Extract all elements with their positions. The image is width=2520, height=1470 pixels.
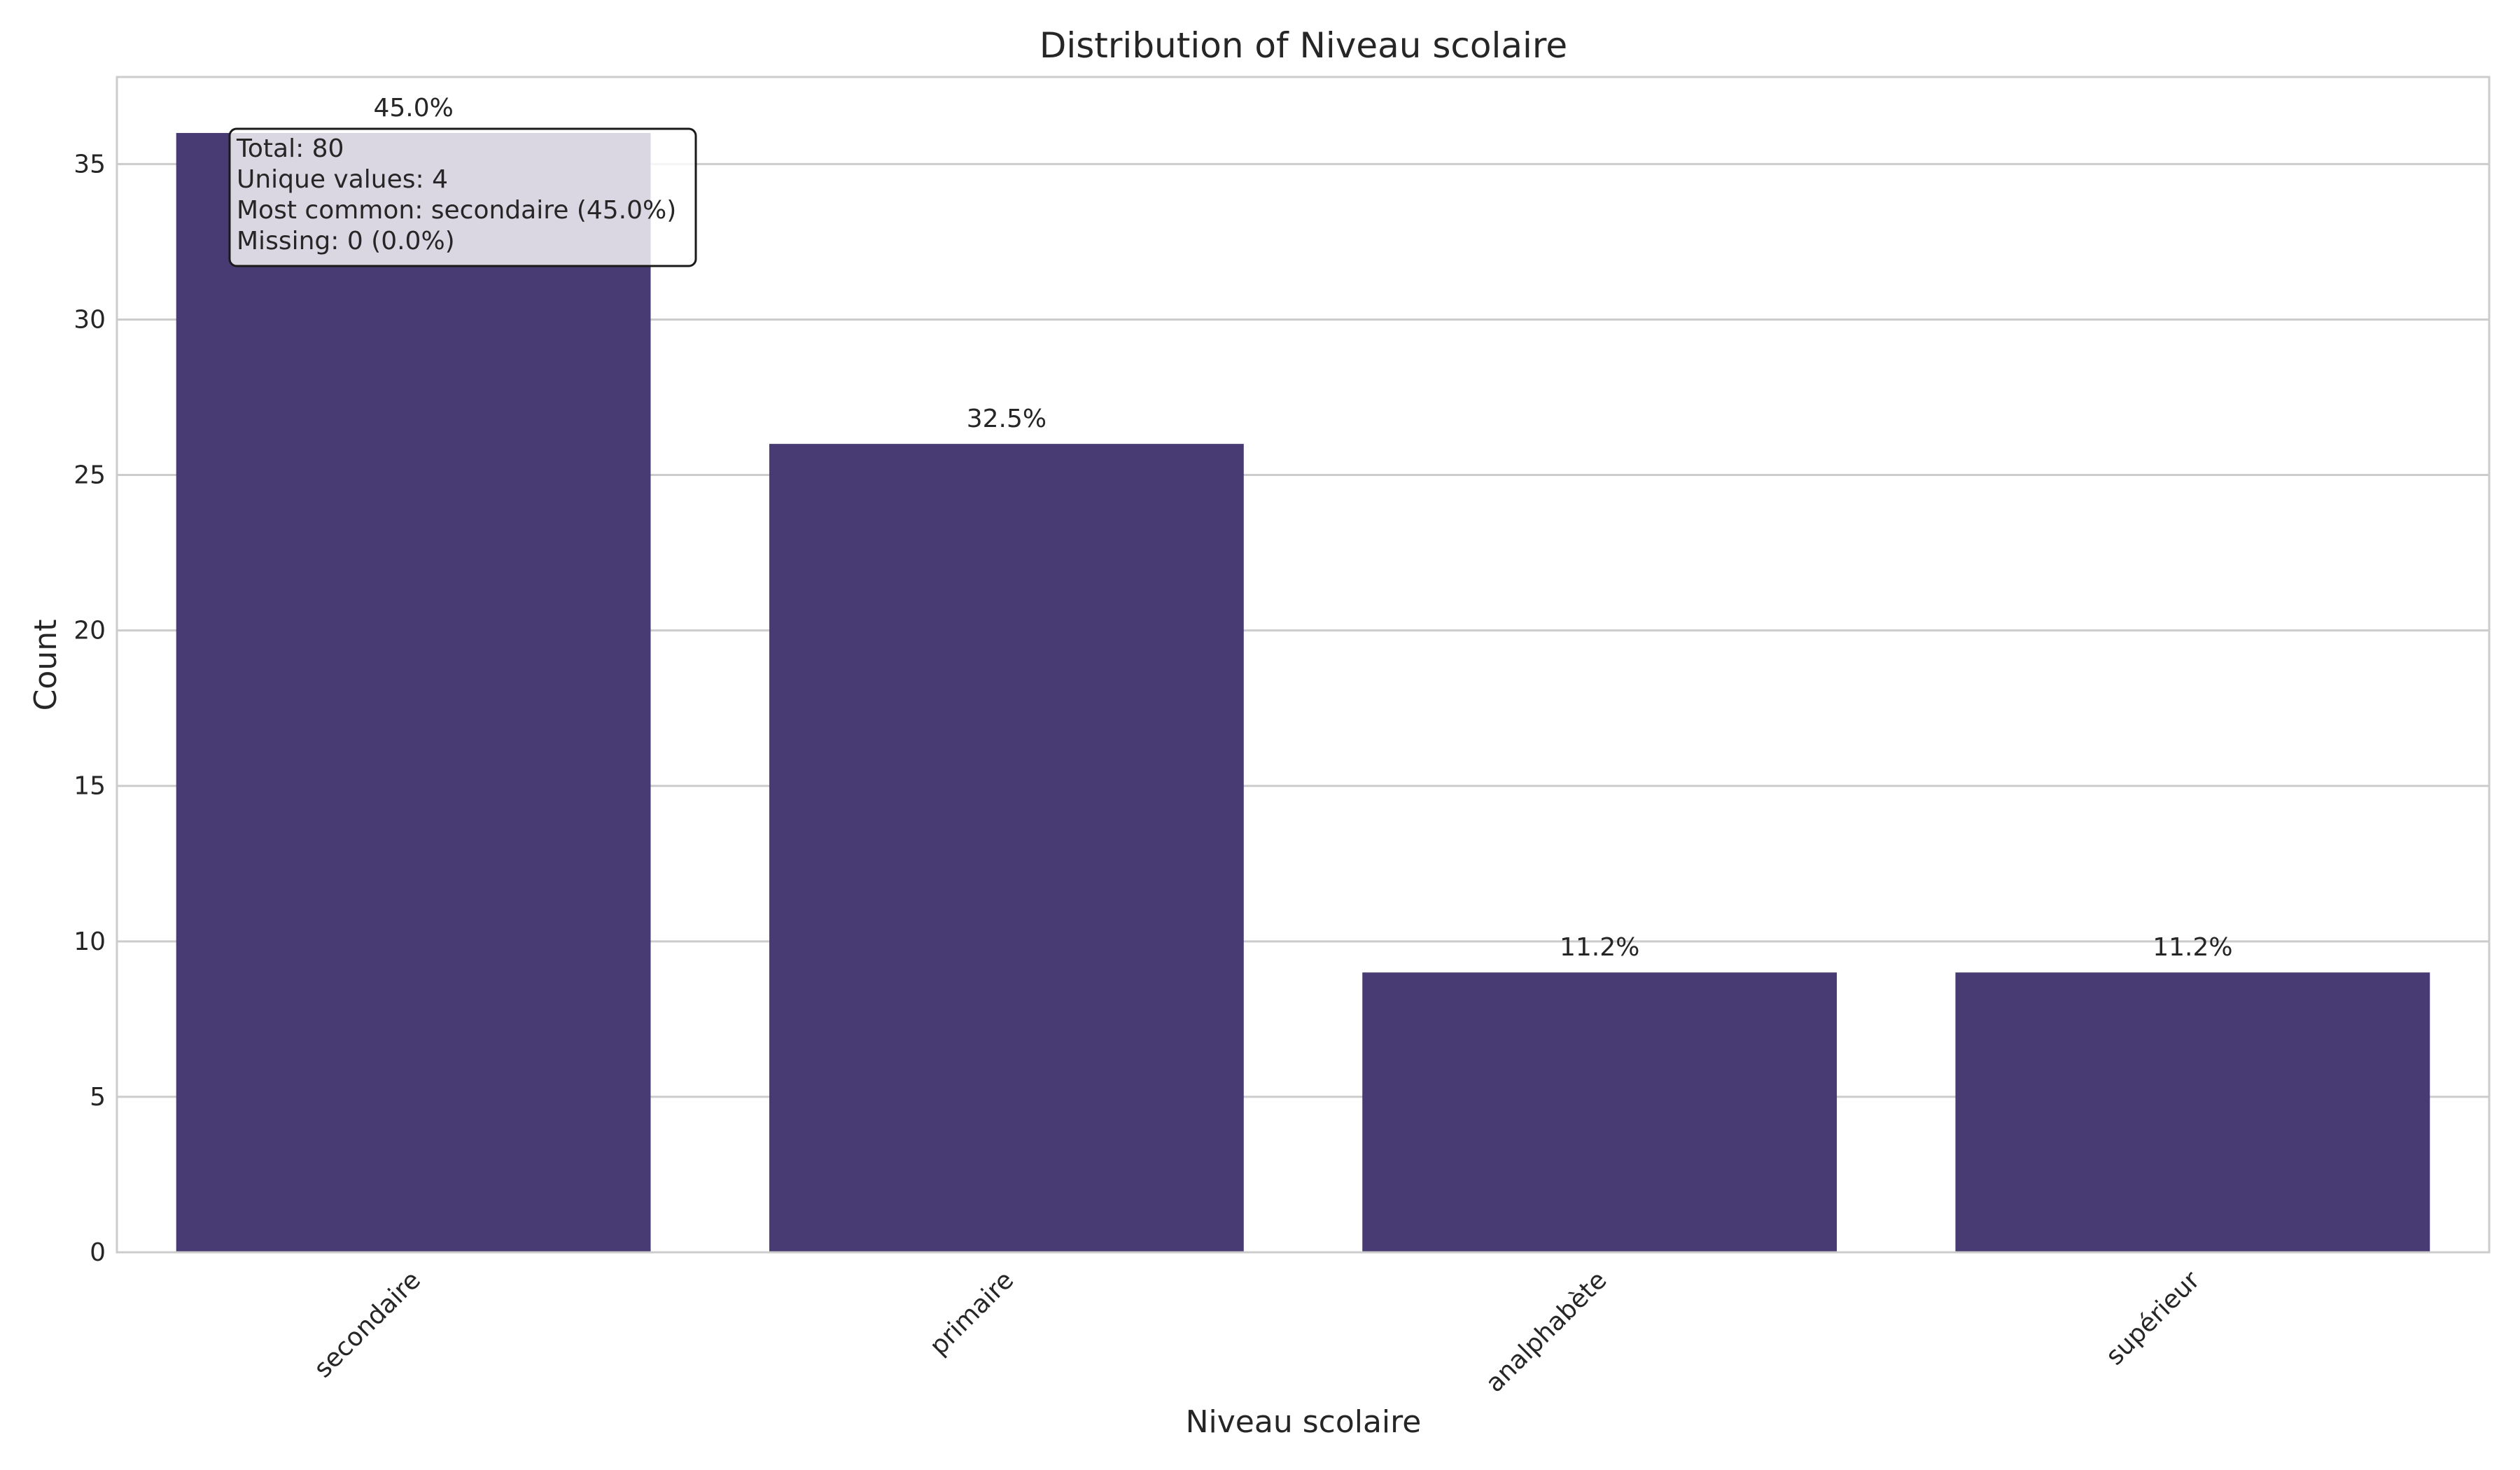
bar-3 xyxy=(1362,972,1837,1252)
y-axis-title: Count xyxy=(28,620,64,711)
stats-unique-values: Unique values: 4 xyxy=(237,165,448,194)
y-tick-label-20: 20 xyxy=(74,617,106,645)
y-tick-label-25: 25 xyxy=(74,461,106,490)
stats-missing: Missing: 0 (0.0%) xyxy=(237,227,455,255)
stats-box: Total: 80 Unique values: 4 Most common: … xyxy=(228,127,697,267)
bar-label-3: 11.2% xyxy=(1560,933,1639,962)
bars xyxy=(176,132,2430,1252)
y-axis-ticks: 0 5 10 15 20 25 30 35 xyxy=(74,150,106,1267)
x-axis-title: Niveau scolaire xyxy=(1186,1404,1422,1440)
y-tick-label-35: 35 xyxy=(74,150,106,178)
bar-label-1: 45.0% xyxy=(373,94,453,122)
plot-frame xyxy=(115,76,2491,1254)
y-tick-label-5: 5 xyxy=(90,1083,106,1112)
y-tick-label-10: 10 xyxy=(74,927,106,956)
chart-title: Distribution of Niveau scolaire xyxy=(1040,25,1567,66)
y-tick-label-30: 30 xyxy=(74,305,106,334)
bar-label-4: 11.2% xyxy=(2152,933,2232,962)
bar-4 xyxy=(1955,972,2430,1252)
y-tick-label-0: 0 xyxy=(90,1238,106,1267)
bar-labels: 45.0% 32.5% 11.2% 11.2% xyxy=(373,94,2232,962)
bar-2 xyxy=(769,444,1244,1252)
stats-box-background xyxy=(228,127,697,267)
y-tick-label-15: 15 xyxy=(74,772,106,801)
bar-1 xyxy=(176,132,651,1252)
stats-total: Total: 80 xyxy=(236,134,344,163)
stats-most-common: Most common: secondaire (45.0%) xyxy=(237,196,676,225)
bar-label-2: 32.5% xyxy=(967,405,1046,433)
